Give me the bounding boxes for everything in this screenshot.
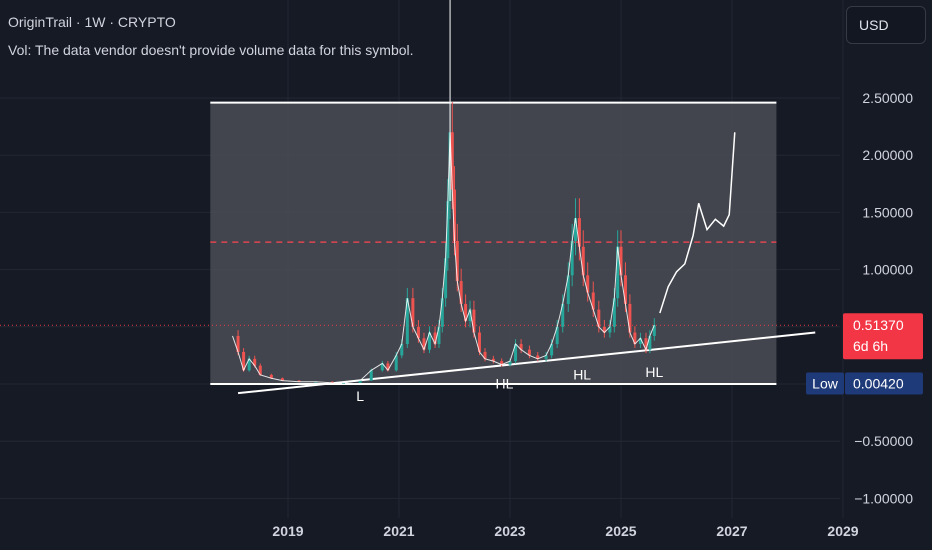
candle-body	[411, 298, 415, 327]
candle-body	[444, 258, 448, 299]
candle-body	[453, 189, 456, 241]
candle-body	[477, 332, 481, 352]
candle-body	[500, 361, 504, 365]
x-tick-label: 2025	[605, 523, 636, 539]
y-tick-label: −1.00000	[854, 490, 913, 506]
candle-body	[608, 326, 612, 333]
candle-body	[455, 241, 459, 282]
candle-body	[330, 381, 334, 383]
price-tag-value: 0.51370	[853, 317, 904, 333]
candle-body	[269, 374, 273, 379]
price-tag	[843, 313, 923, 360]
y-tick-label: 2.50000	[862, 90, 913, 106]
candle-body	[623, 275, 627, 304]
y-tick-label: 1.50000	[862, 204, 913, 220]
price-tag-countdown: 6d 6h	[853, 338, 888, 354]
pivot-label: L	[356, 388, 364, 404]
candle-body	[297, 380, 301, 382]
candle-body	[597, 309, 601, 327]
candle-body	[464, 303, 468, 322]
y-tick-label: 2.00000	[862, 147, 913, 163]
candle-body	[586, 275, 590, 293]
pivot-label: HL	[573, 366, 591, 382]
low-label: Low	[812, 376, 839, 392]
candle-body	[433, 332, 437, 344]
candle-body	[570, 241, 574, 276]
candle-body	[577, 218, 581, 247]
candle-body	[602, 326, 606, 333]
candle-body	[508, 361, 512, 365]
candle-body	[422, 338, 426, 350]
candle-body	[358, 380, 362, 383]
candle-body	[644, 338, 648, 350]
candle-body	[416, 326, 420, 339]
candle-body	[581, 246, 585, 276]
candle-body	[369, 370, 373, 381]
candle-body	[561, 303, 565, 327]
low-value: 0.00420	[853, 376, 904, 392]
x-tick-label: 2021	[383, 523, 414, 539]
currency-button[interactable]: USD	[846, 6, 926, 44]
candle-body	[472, 309, 476, 333]
volume-note: Vol: The data vendor doesn't provide vol…	[8, 42, 414, 58]
candle-body	[450, 132, 454, 190]
candle-body	[491, 358, 495, 362]
candle-body	[550, 343, 554, 356]
projection-path	[659, 132, 736, 314]
y-tick-label: −0.50000	[854, 433, 913, 449]
candle-body	[612, 298, 616, 327]
range-box	[210, 102, 777, 385]
pivot-label: HL	[645, 364, 663, 380]
candle-body	[648, 335, 652, 350]
candle-body	[544, 355, 548, 359]
candle-body	[536, 355, 540, 359]
low-label-box	[806, 372, 844, 395]
pivot-label: HL	[495, 376, 513, 392]
candle-body	[519, 343, 523, 350]
chart-title: OriginTrail · 1W · CRYPTO	[8, 14, 176, 30]
y-tick-label: 1.00000	[862, 262, 913, 278]
candle-body	[527, 349, 531, 356]
candle-body	[633, 332, 637, 344]
candle-body	[591, 292, 595, 310]
x-tick-label: 2027	[716, 523, 747, 539]
candle-body	[573, 218, 577, 241]
candle-body	[242, 351, 246, 371]
candle-body	[468, 309, 472, 322]
candle-body	[483, 351, 487, 359]
low-value-box	[845, 372, 923, 395]
candle-body	[616, 246, 620, 299]
candle-body	[566, 275, 570, 304]
candle-body	[446, 200, 450, 259]
candle-body	[253, 358, 257, 366]
candle-body	[400, 343, 404, 356]
candle-body	[380, 363, 384, 371]
candle-body	[652, 325, 656, 336]
x-tick-label: 2023	[494, 523, 525, 539]
candle-body	[628, 303, 632, 333]
x-tick-label: 2029	[827, 523, 858, 539]
candle-body	[514, 343, 518, 362]
candle-body	[437, 326, 441, 344]
candle-body	[459, 281, 463, 304]
candle-body	[555, 326, 559, 344]
x-tick-label: 2019	[272, 523, 303, 539]
candle-body	[280, 378, 284, 381]
candle-body	[405, 298, 409, 344]
candle-body	[247, 358, 251, 371]
candle-body	[386, 363, 390, 371]
candle-body	[638, 338, 642, 344]
candle-body	[428, 332, 432, 350]
candle-body	[236, 335, 240, 352]
candle-body	[258, 365, 262, 375]
candle-body	[440, 298, 444, 327]
price-line	[232, 132, 655, 384]
candle-body	[394, 355, 398, 371]
candle-body	[619, 246, 623, 276]
